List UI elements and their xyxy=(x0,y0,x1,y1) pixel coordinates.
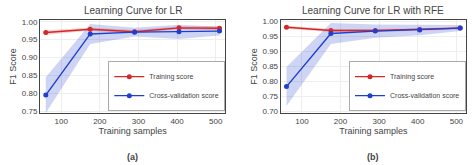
svg-text:0.90: 0.90 xyxy=(263,47,279,56)
svg-text:500: 500 xyxy=(209,117,223,126)
svg-text:1.00: 1.00 xyxy=(263,17,279,26)
svg-text:400: 400 xyxy=(170,117,184,126)
svg-text:Training samples: Training samples xyxy=(99,126,168,136)
svg-text:500: 500 xyxy=(450,117,464,126)
svg-text:Cross-validation score: Cross-validation score xyxy=(390,92,459,99)
svg-text:Cross-validation score: Cross-validation score xyxy=(149,92,218,99)
svg-text:0.80: 0.80 xyxy=(263,77,279,86)
svg-text:0.80: 0.80 xyxy=(22,89,38,98)
svg-text:100: 100 xyxy=(295,117,309,126)
svg-text:Training score: Training score xyxy=(390,73,434,81)
svg-text:Learning Curve for LR with RFE: Learning Curve for LR with RFE xyxy=(302,5,444,16)
svg-text:1.00: 1.00 xyxy=(22,18,38,27)
svg-text:100: 100 xyxy=(55,117,69,126)
svg-text:F1 Score: F1 Score xyxy=(8,48,18,85)
svg-text:0.75: 0.75 xyxy=(22,107,38,116)
svg-text:0.90: 0.90 xyxy=(22,53,38,62)
svg-text:300: 300 xyxy=(132,117,146,126)
svg-text:Learning Curve for LR: Learning Curve for LR xyxy=(84,5,182,16)
svg-text:300: 300 xyxy=(372,117,386,126)
svg-text:Training samples: Training samples xyxy=(339,126,408,136)
svg-text:200: 200 xyxy=(334,117,348,126)
svg-text:0.70: 0.70 xyxy=(263,107,279,116)
svg-text:0.85: 0.85 xyxy=(22,71,38,80)
svg-text:(b): (b) xyxy=(367,152,379,162)
svg-text:200: 200 xyxy=(93,117,107,126)
svg-text:400: 400 xyxy=(411,117,425,126)
svg-text:Training score: Training score xyxy=(149,73,193,81)
svg-text:F1 Score: F1 Score xyxy=(249,48,259,85)
svg-text:0.95: 0.95 xyxy=(263,32,279,41)
svg-text:0.75: 0.75 xyxy=(263,92,279,101)
svg-text:(a): (a) xyxy=(127,152,138,162)
svg-text:0.95: 0.95 xyxy=(22,35,38,44)
svg-text:0.85: 0.85 xyxy=(263,62,279,71)
